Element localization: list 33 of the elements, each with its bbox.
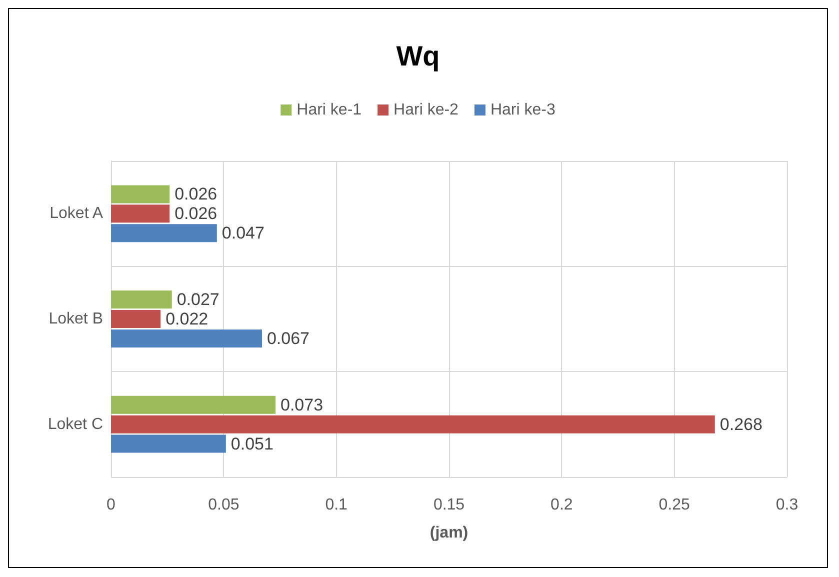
- bar: [111, 415, 715, 434]
- y-tick-label: Loket A: [50, 205, 104, 222]
- data-label: 0.027: [176, 290, 220, 310]
- bar: [111, 310, 161, 328]
- y-tick-label: Loket B: [48, 310, 103, 328]
- data-label: 0.073: [280, 395, 324, 414]
- data-label: 0.022: [166, 310, 208, 328]
- data-label: 0.047: [222, 224, 264, 243]
- x-tick-label: 0.05: [208, 496, 240, 514]
- x-tick-label: 0: [106, 496, 116, 514]
- x-tick-label: 0.25: [658, 496, 690, 514]
- x-tick-label: 0.3: [776, 496, 798, 514]
- bar: [111, 185, 170, 204]
- bar: [111, 434, 226, 453]
- bar: [111, 396, 276, 414]
- bar: [111, 224, 217, 242]
- legend-label: Hari ke-3: [490, 102, 556, 118]
- data-label: 0.268: [720, 414, 762, 434]
- chart-title: Wq: [396, 40, 440, 72]
- x-axis-title: (jam): [430, 524, 468, 542]
- bar: [111, 204, 170, 223]
- data-label: 0.067: [266, 328, 310, 348]
- data-label: 0.026: [174, 204, 218, 224]
- legend-label: Hari ke-2: [394, 102, 459, 118]
- x-tick-label: 0.15: [433, 496, 465, 514]
- bar: [111, 290, 172, 309]
- bar: [111, 329, 262, 348]
- x-tick-label: 0.2: [550, 496, 573, 514]
- legend-label: Hari ke-1: [296, 102, 362, 118]
- x-tick-label: 0.1: [325, 496, 348, 514]
- data-label: 0.051: [230, 434, 274, 454]
- data-label: 0.026: [174, 184, 218, 204]
- y-tick-label: Loket C: [48, 416, 103, 433]
